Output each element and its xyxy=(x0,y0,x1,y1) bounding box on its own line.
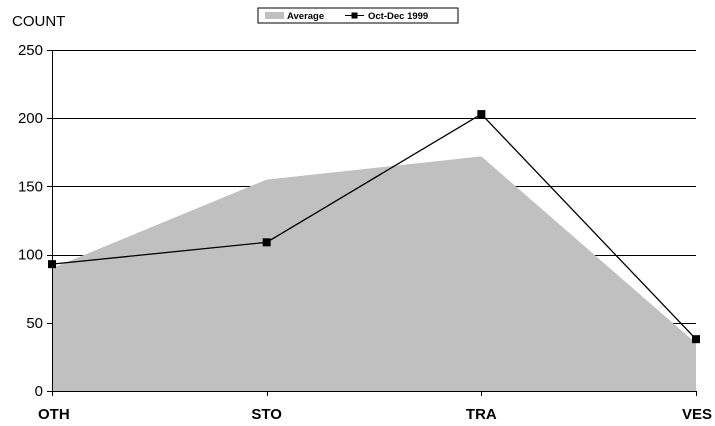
y-axis-label: COUNT xyxy=(12,13,65,30)
y-tick-label-100: 100 xyxy=(18,247,43,264)
average-area xyxy=(52,156,696,391)
oct-dec-1999-line xyxy=(51,113,697,340)
legend-oct-dec-1999-label: Oct-Dec 1999 xyxy=(368,11,428,22)
y-tick-labels: 0 50 100 150 200 250 xyxy=(18,42,43,400)
legend-average-swatch xyxy=(265,12,284,19)
oct-dec-1999-marker-tra xyxy=(477,110,486,119)
category-label-sto: STO xyxy=(251,406,282,423)
oct-dec-1999-marker-sto xyxy=(262,238,271,247)
y-tick-label-200: 200 xyxy=(18,110,43,127)
axes xyxy=(47,50,697,396)
legend-average-label: Average xyxy=(287,11,324,22)
oct-dec-1999-marker-ves xyxy=(692,335,700,344)
line-series-layer xyxy=(48,110,700,344)
legend-marker-swatch xyxy=(351,12,358,19)
category-label-tra: TRA xyxy=(466,406,497,423)
y-tick-label-0: 0 xyxy=(35,383,43,400)
y-tick-label-150: 150 xyxy=(18,178,43,195)
category-label-oth: OTH xyxy=(38,406,70,423)
legend: Average Oct-Dec 1999 xyxy=(257,7,459,24)
category-label-ves: VES xyxy=(682,406,712,423)
y-tick-label-250: 250 xyxy=(18,42,43,59)
x-category-labels: OTH STO TRA VES xyxy=(38,406,712,423)
oct-dec-1999-marker-oth xyxy=(48,260,56,269)
average-area-layer xyxy=(52,156,696,391)
y-tick-label-50: 50 xyxy=(26,315,43,332)
